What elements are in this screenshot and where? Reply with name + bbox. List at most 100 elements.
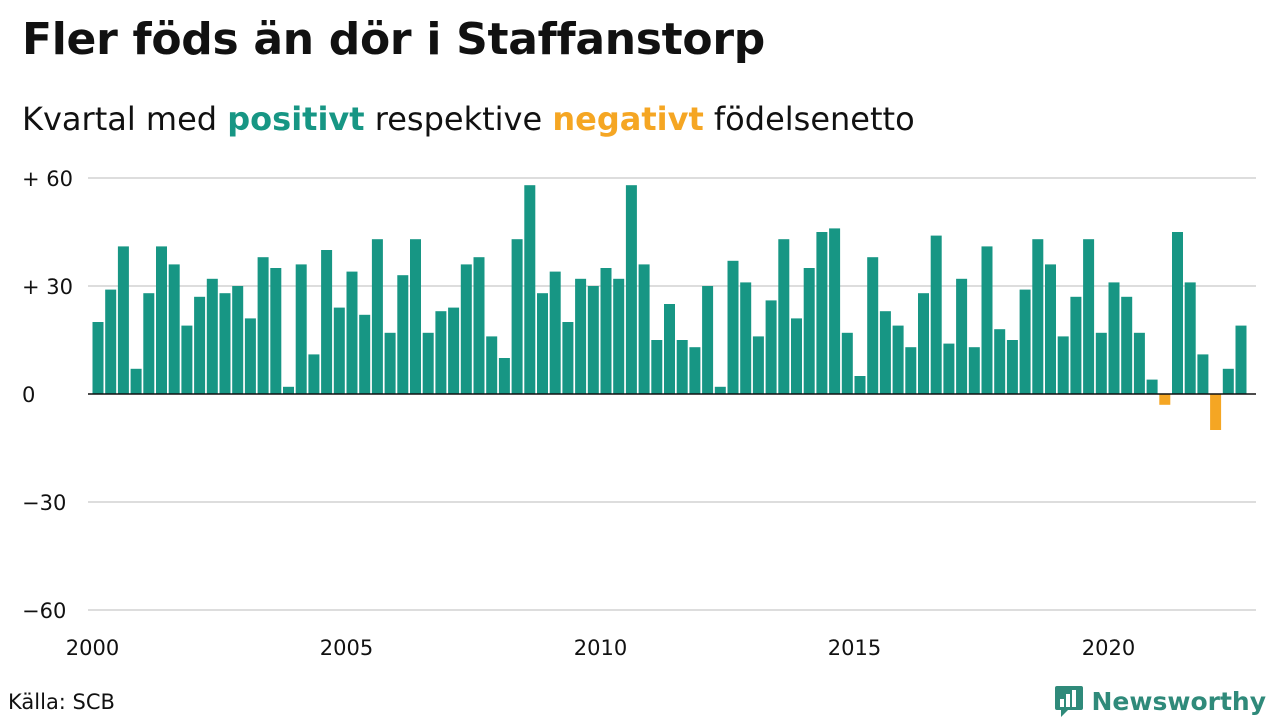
bar — [918, 293, 929, 394]
bar — [943, 343, 955, 394]
bar — [956, 278, 968, 394]
x-tick-label: 2015 — [828, 636, 881, 660]
bar — [1121, 296, 1133, 394]
bar — [625, 185, 637, 394]
bar — [130, 368, 142, 394]
bar — [270, 268, 282, 394]
subtitle-middle: respektive — [374, 100, 543, 138]
subtitle-suffix: födelsenetto — [713, 100, 915, 138]
y-tick-label: −30 — [22, 491, 66, 515]
bar — [829, 228, 841, 394]
bar — [968, 347, 980, 394]
bar — [740, 282, 752, 394]
bar — [105, 289, 117, 394]
bar — [1210, 394, 1222, 430]
bar — [1172, 232, 1183, 394]
bar — [232, 286, 244, 394]
bar — [930, 235, 942, 394]
bar — [981, 246, 993, 394]
bar — [702, 286, 714, 394]
bar — [1057, 336, 1069, 394]
bar — [1095, 332, 1107, 394]
subtitle-negative-word: negativt — [552, 100, 704, 138]
bar — [1083, 239, 1095, 394]
y-tick-label: + 60 — [22, 167, 73, 191]
bar — [422, 332, 434, 394]
bar — [244, 318, 256, 394]
chart-title: Fler föds än dör i Staffanstorp — [22, 14, 765, 65]
bar — [473, 257, 485, 394]
bar — [689, 347, 701, 394]
bar — [448, 307, 460, 394]
x-tick-label: 2020 — [1082, 636, 1135, 660]
bar — [1006, 340, 1018, 394]
bar — [257, 257, 269, 394]
bar — [714, 386, 726, 394]
bar — [1146, 379, 1158, 394]
bar — [511, 239, 523, 394]
bar — [333, 307, 345, 394]
bar — [537, 293, 548, 394]
bar — [498, 358, 510, 394]
bar — [994, 329, 1006, 394]
bar — [727, 260, 739, 394]
y-tick-label: −60 — [22, 599, 66, 623]
bar — [892, 325, 904, 394]
bar — [1108, 282, 1120, 394]
bar — [206, 278, 218, 394]
bar — [765, 300, 777, 394]
bar — [575, 278, 587, 394]
x-tick-label: 2000 — [66, 636, 119, 660]
bar — [397, 275, 409, 394]
bar — [791, 318, 802, 394]
bar — [752, 336, 764, 394]
bar — [92, 322, 104, 394]
bar — [600, 268, 612, 394]
bar — [283, 386, 294, 394]
bar — [156, 246, 167, 394]
bar — [549, 271, 561, 394]
bar — [664, 304, 675, 394]
bar — [359, 314, 371, 394]
bar — [778, 239, 790, 394]
bar — [486, 336, 498, 394]
bar — [676, 340, 688, 394]
bar — [841, 332, 853, 394]
bar — [308, 354, 320, 394]
bar — [194, 296, 206, 394]
bar — [219, 293, 231, 394]
bar — [1045, 264, 1056, 394]
subtitle-positive-word: positivt — [227, 100, 365, 138]
bar — [1222, 368, 1234, 394]
bar — [562, 322, 574, 394]
bar — [1032, 239, 1044, 394]
bar — [854, 376, 866, 394]
y-tick-label: + 30 — [22, 275, 73, 299]
bar — [117, 246, 129, 394]
bar — [1019, 289, 1031, 394]
x-tick-label: 2010 — [574, 636, 627, 660]
subtitle-prefix: Kvartal med — [22, 100, 218, 138]
bar — [638, 264, 650, 394]
bar — [587, 286, 599, 394]
source-label: Källa: SCB — [8, 690, 115, 714]
bar — [816, 232, 828, 394]
bar — [1159, 394, 1171, 405]
bar — [1070, 296, 1082, 394]
bar — [295, 264, 307, 394]
bar — [1184, 282, 1196, 394]
bar — [879, 311, 891, 394]
bar — [524, 185, 536, 394]
bar — [460, 264, 472, 394]
bar — [867, 257, 879, 394]
y-tick-label: 0 — [22, 383, 35, 407]
bar — [371, 239, 383, 394]
grid-lines — [88, 177, 1256, 611]
bars — [92, 185, 1247, 430]
bar — [143, 293, 155, 394]
bar — [181, 325, 193, 394]
bar — [651, 340, 663, 394]
bar — [1197, 354, 1209, 394]
